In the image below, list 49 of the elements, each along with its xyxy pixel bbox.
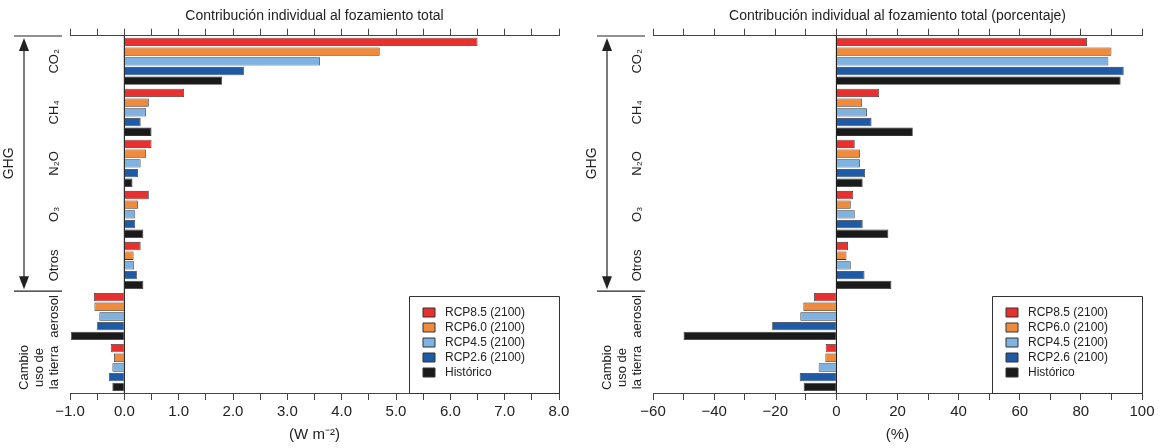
legend-label: RCP8.5 (2100) [445,305,526,320]
x-tick-label: 100 [1129,402,1155,420]
x-tick-label: −20 [762,402,788,420]
x-tick-label: 20 [889,402,906,420]
y-tick-label: O₃ [628,206,644,223]
x-tick-label: 6.0 [439,402,461,420]
legend-label: RCP2.6 (2100) [445,350,526,365]
x-tick-label: 7.0 [494,402,516,420]
y-tick-label: aerosol [45,295,61,338]
y-tick-label: N₂O [45,151,61,176]
y-tick-label: CH₄ [628,100,644,125]
x-tick-label: −60 [640,402,666,420]
legend-label: RCP6.0 (2100) [1028,320,1109,335]
x-tick-label: 5.0 [385,402,407,420]
x-tick-label: 8.0 [548,402,570,420]
x-tick-label: 60 [1011,402,1029,420]
y-tick-label: CO₂ [45,49,61,74]
text: GHG [582,147,599,180]
x-tick-label: 0.0 [113,402,135,420]
y-tick-label: N₂O [628,151,644,176]
legend-label: RCP4.5 (2100) [1028,335,1109,350]
legend-label: Histórico [1028,365,1075,380]
x-tick-label: 3.0 [276,402,298,420]
x-tick-label: 1.0 [168,402,190,420]
legend-label: RCP2.6 (2100) [1028,350,1109,365]
chart-title: Contribución individual al fozamiento total [185,7,444,24]
y-tick-label: CH₄ [45,100,61,125]
legend-label: RCP6.0 (2100) [445,320,526,335]
legend-label: RCP4.5 (2100) [445,335,526,350]
y-tick-label: CO₂ [628,49,644,74]
y-tick-label: Otros [45,249,61,282]
x-axis-title: (%) [885,425,910,443]
chart-title: Contribución individual al fozamiento total (porcentaje) [729,7,1066,24]
x-tick-label: −40 [701,402,727,420]
x-tick-label: −1.0 [55,402,85,420]
legend-label: RCP8.5 (2100) [1028,305,1109,320]
y-tick-label: aerosol [628,295,644,338]
x-tick-label: 2.0 [222,402,244,420]
x-axis-title: (W m⁻²) [289,425,340,443]
legend-label: Histórico [445,365,492,380]
y-tick-label: Cambio uso de la tierra [15,345,61,390]
y-tick-label: O₃ [45,206,61,223]
text: GHG [0,147,16,180]
x-tick-label: 40 [950,402,967,420]
x-tick-label: 4.0 [331,402,353,420]
y-tick-label: Otros [628,249,644,282]
y-tick-label: Cambio uso de la tierra [598,345,644,390]
x-tick-label: 80 [1072,402,1090,420]
x-tick-label: 0 [832,402,841,420]
